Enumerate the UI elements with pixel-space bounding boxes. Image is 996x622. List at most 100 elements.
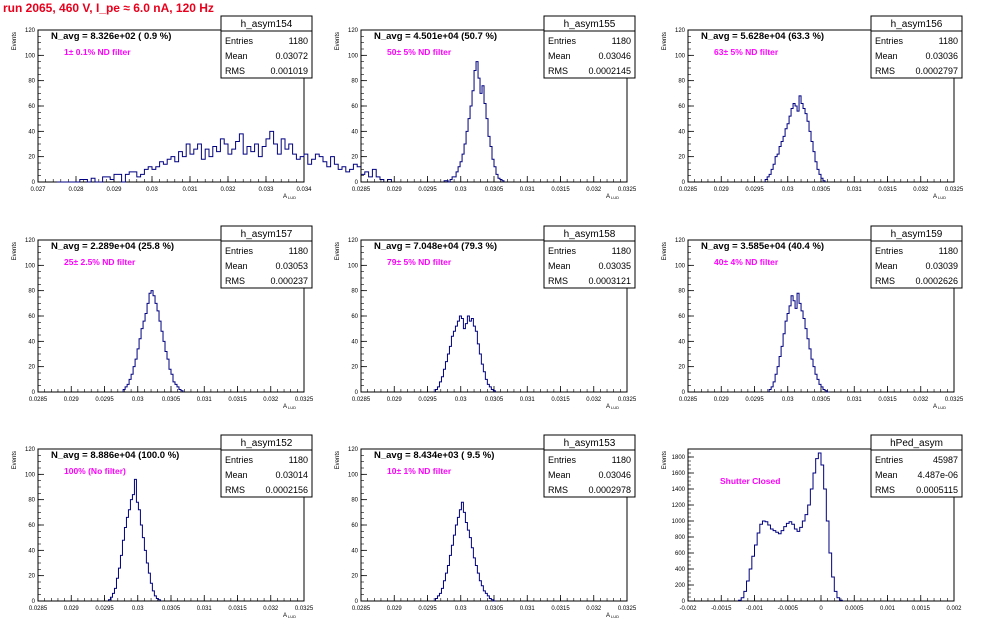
y-tick-label: 120	[25, 28, 36, 34]
x-tick-label: 0.0295	[418, 606, 437, 612]
navg-label: N_avg = 8.886e+04 (100.0 %)	[51, 450, 179, 461]
stats-title: h_asym152	[241, 438, 293, 449]
stats-box-frame	[220, 225, 313, 289]
y-tick-label: 60	[678, 104, 685, 110]
x-tick-label: 0.001	[880, 606, 896, 612]
stats-value: 1180	[289, 36, 308, 46]
x-tick-label: 0.0305	[485, 187, 504, 193]
y-tick-label: 100	[675, 263, 686, 269]
stats-label: RMS	[548, 66, 568, 76]
stats-box: h_asym156 Entries 1180 Mean 0.03036 RMS 0.0002…	[870, 15, 963, 79]
filter-annotation: 50± 5% ND filter	[387, 47, 452, 57]
y-tick-label: 120	[675, 28, 686, 34]
x-tick-label: 0.029	[106, 187, 122, 193]
x-tick-label: 0.0295	[95, 397, 114, 403]
y-tick-label: 40	[28, 339, 35, 345]
x-tick-label: 0.032	[913, 187, 929, 193]
y-tick-label: 60	[351, 523, 358, 529]
filter-annotation: Shutter Closed	[720, 476, 780, 486]
stats-box-frame	[870, 434, 963, 498]
x-tick-label: 0.029	[387, 606, 403, 612]
y-tick-label: 0	[355, 180, 359, 186]
stats-label: Mean	[225, 51, 248, 61]
x-axis-label: ALUD	[606, 404, 619, 410]
histogram-line	[434, 315, 496, 392]
histogram-line	[764, 95, 826, 182]
x-tick-label: 0.03	[782, 187, 794, 193]
x-tick-label: 0.0315	[551, 187, 570, 193]
stats-box-frame	[870, 15, 963, 79]
filter-annotation: 79± 5% ND filter	[387, 257, 452, 267]
histogram-panel-h_asym159: 0 20 40 60 80 100 120 0.0285 0.029 0.0295 0.03 0.03…	[662, 225, 964, 410]
x-tick-label: 0.031	[197, 397, 213, 403]
y-tick-label: 80	[678, 79, 685, 85]
navg-label: N_avg = 7.048e+04 (79.3 %)	[374, 241, 497, 252]
stats-box: hPed_asym Entries 45987 Mean 4.487e-06 RMS 0.0…	[870, 434, 963, 498]
x-tick-label: 0.0305	[485, 397, 504, 403]
stats-label: Mean	[875, 470, 898, 480]
y-tick-label: 40	[351, 548, 358, 554]
histogram-line	[434, 501, 496, 602]
x-tick-label: 0.031	[182, 187, 198, 193]
stats-label: Entries	[548, 246, 577, 256]
x-tick-label: 0.029	[64, 606, 80, 612]
y-tick-label: 20	[678, 155, 685, 161]
x-tick-label: 0.032	[263, 397, 279, 403]
stats-value: 1180	[612, 455, 631, 465]
stats-box: h_asym157 Entries 1180 Mean 0.03053 RMS 0.0002…	[220, 225, 313, 289]
x-tick-label: 0.0305	[812, 187, 831, 193]
filter-annotation: 63± 5% ND filter	[714, 47, 779, 57]
x-tick-label: 0.0315	[551, 397, 570, 403]
stats-label: Mean	[225, 470, 248, 480]
y-tick-label: 0	[682, 599, 686, 605]
navg-label: N_avg = 8.434e+03 ( 9.5 %)	[374, 450, 494, 461]
x-tick-label: 0.031	[847, 187, 863, 193]
y-tick-label: 0	[32, 599, 36, 605]
y-tick-label: 80	[28, 79, 35, 85]
x-tick-label: 0.03	[455, 397, 467, 403]
x-axis-label: ALUD	[933, 194, 946, 200]
y-tick-label: 80	[28, 498, 35, 504]
y-tick-label: 40	[678, 129, 685, 135]
x-tick-label: 0.0285	[352, 187, 371, 193]
x-tick-label: 0.0325	[618, 187, 637, 193]
x-tick-label: 0.0305	[812, 397, 831, 403]
stats-label: Entries	[548, 36, 577, 46]
x-tick-label: 0.031	[520, 606, 536, 612]
x-tick-label: 0.0325	[295, 397, 314, 403]
x-tick-label: 0.03	[455, 606, 467, 612]
stats-title: h_asym155	[564, 19, 616, 30]
stats-value: 1180	[939, 36, 958, 46]
x-tick-label: 0.0315	[228, 397, 247, 403]
stats-label: RMS	[875, 485, 895, 495]
y-axis-label: Events	[335, 32, 341, 50]
y-tick-label: 60	[28, 104, 35, 110]
x-tick-label: 0.0325	[295, 606, 314, 612]
y-axis-label: Events	[662, 242, 668, 260]
histogram-panel-hPed_asym: 0 200 400 600 800 1000 1200 1400 1600 1800 -0.002 -…	[662, 434, 963, 612]
histogram-panel-h_asym154: 0 20 40 60 80 100 120 0.027 0.028 0.029 0.03 0.031 0…	[12, 15, 399, 200]
stats-box-frame	[220, 434, 313, 498]
stats-label: Mean	[548, 261, 571, 271]
y-axis-label: Events	[335, 242, 341, 260]
x-tick-label: 0.0305	[162, 606, 181, 612]
stats-label: Mean	[875, 51, 898, 61]
y-tick-label: 80	[351, 79, 358, 85]
y-tick-label: 0	[682, 180, 686, 186]
stats-label: RMS	[225, 485, 245, 495]
x-tick-label: 0.03	[455, 187, 467, 193]
histogram-panel-h_asym153: 0 20 40 60 80 100 120 0.0285 0.029 0.0295 0.03 0.03…	[335, 434, 637, 619]
y-tick-label: 1600	[672, 471, 686, 477]
x-axis-label: ALUD	[283, 194, 296, 200]
x-axis-label: ALUD	[933, 404, 946, 410]
stats-box: h_asym155 Entries 1180 Mean 0.03046 RMS 0.0002…	[543, 15, 636, 79]
x-tick-label: 0.0285	[29, 397, 48, 403]
filter-annotation: 25± 2.5% ND filter	[64, 257, 136, 267]
stats-box: h_asym159 Entries 1180 Mean 0.03039 RMS 0.0002…	[870, 225, 963, 289]
stats-value: 0.0005115	[916, 485, 958, 495]
x-tick-label: 0.002	[946, 606, 962, 612]
y-tick-label: 120	[348, 28, 359, 34]
stats-value: 45987	[933, 455, 958, 465]
stats-value: 0.001019	[270, 66, 308, 76]
histogram-panel-h_asym156: 0 20 40 60 80 100 120 0.0285 0.029 0.0295 0.03 0.03…	[662, 15, 964, 200]
